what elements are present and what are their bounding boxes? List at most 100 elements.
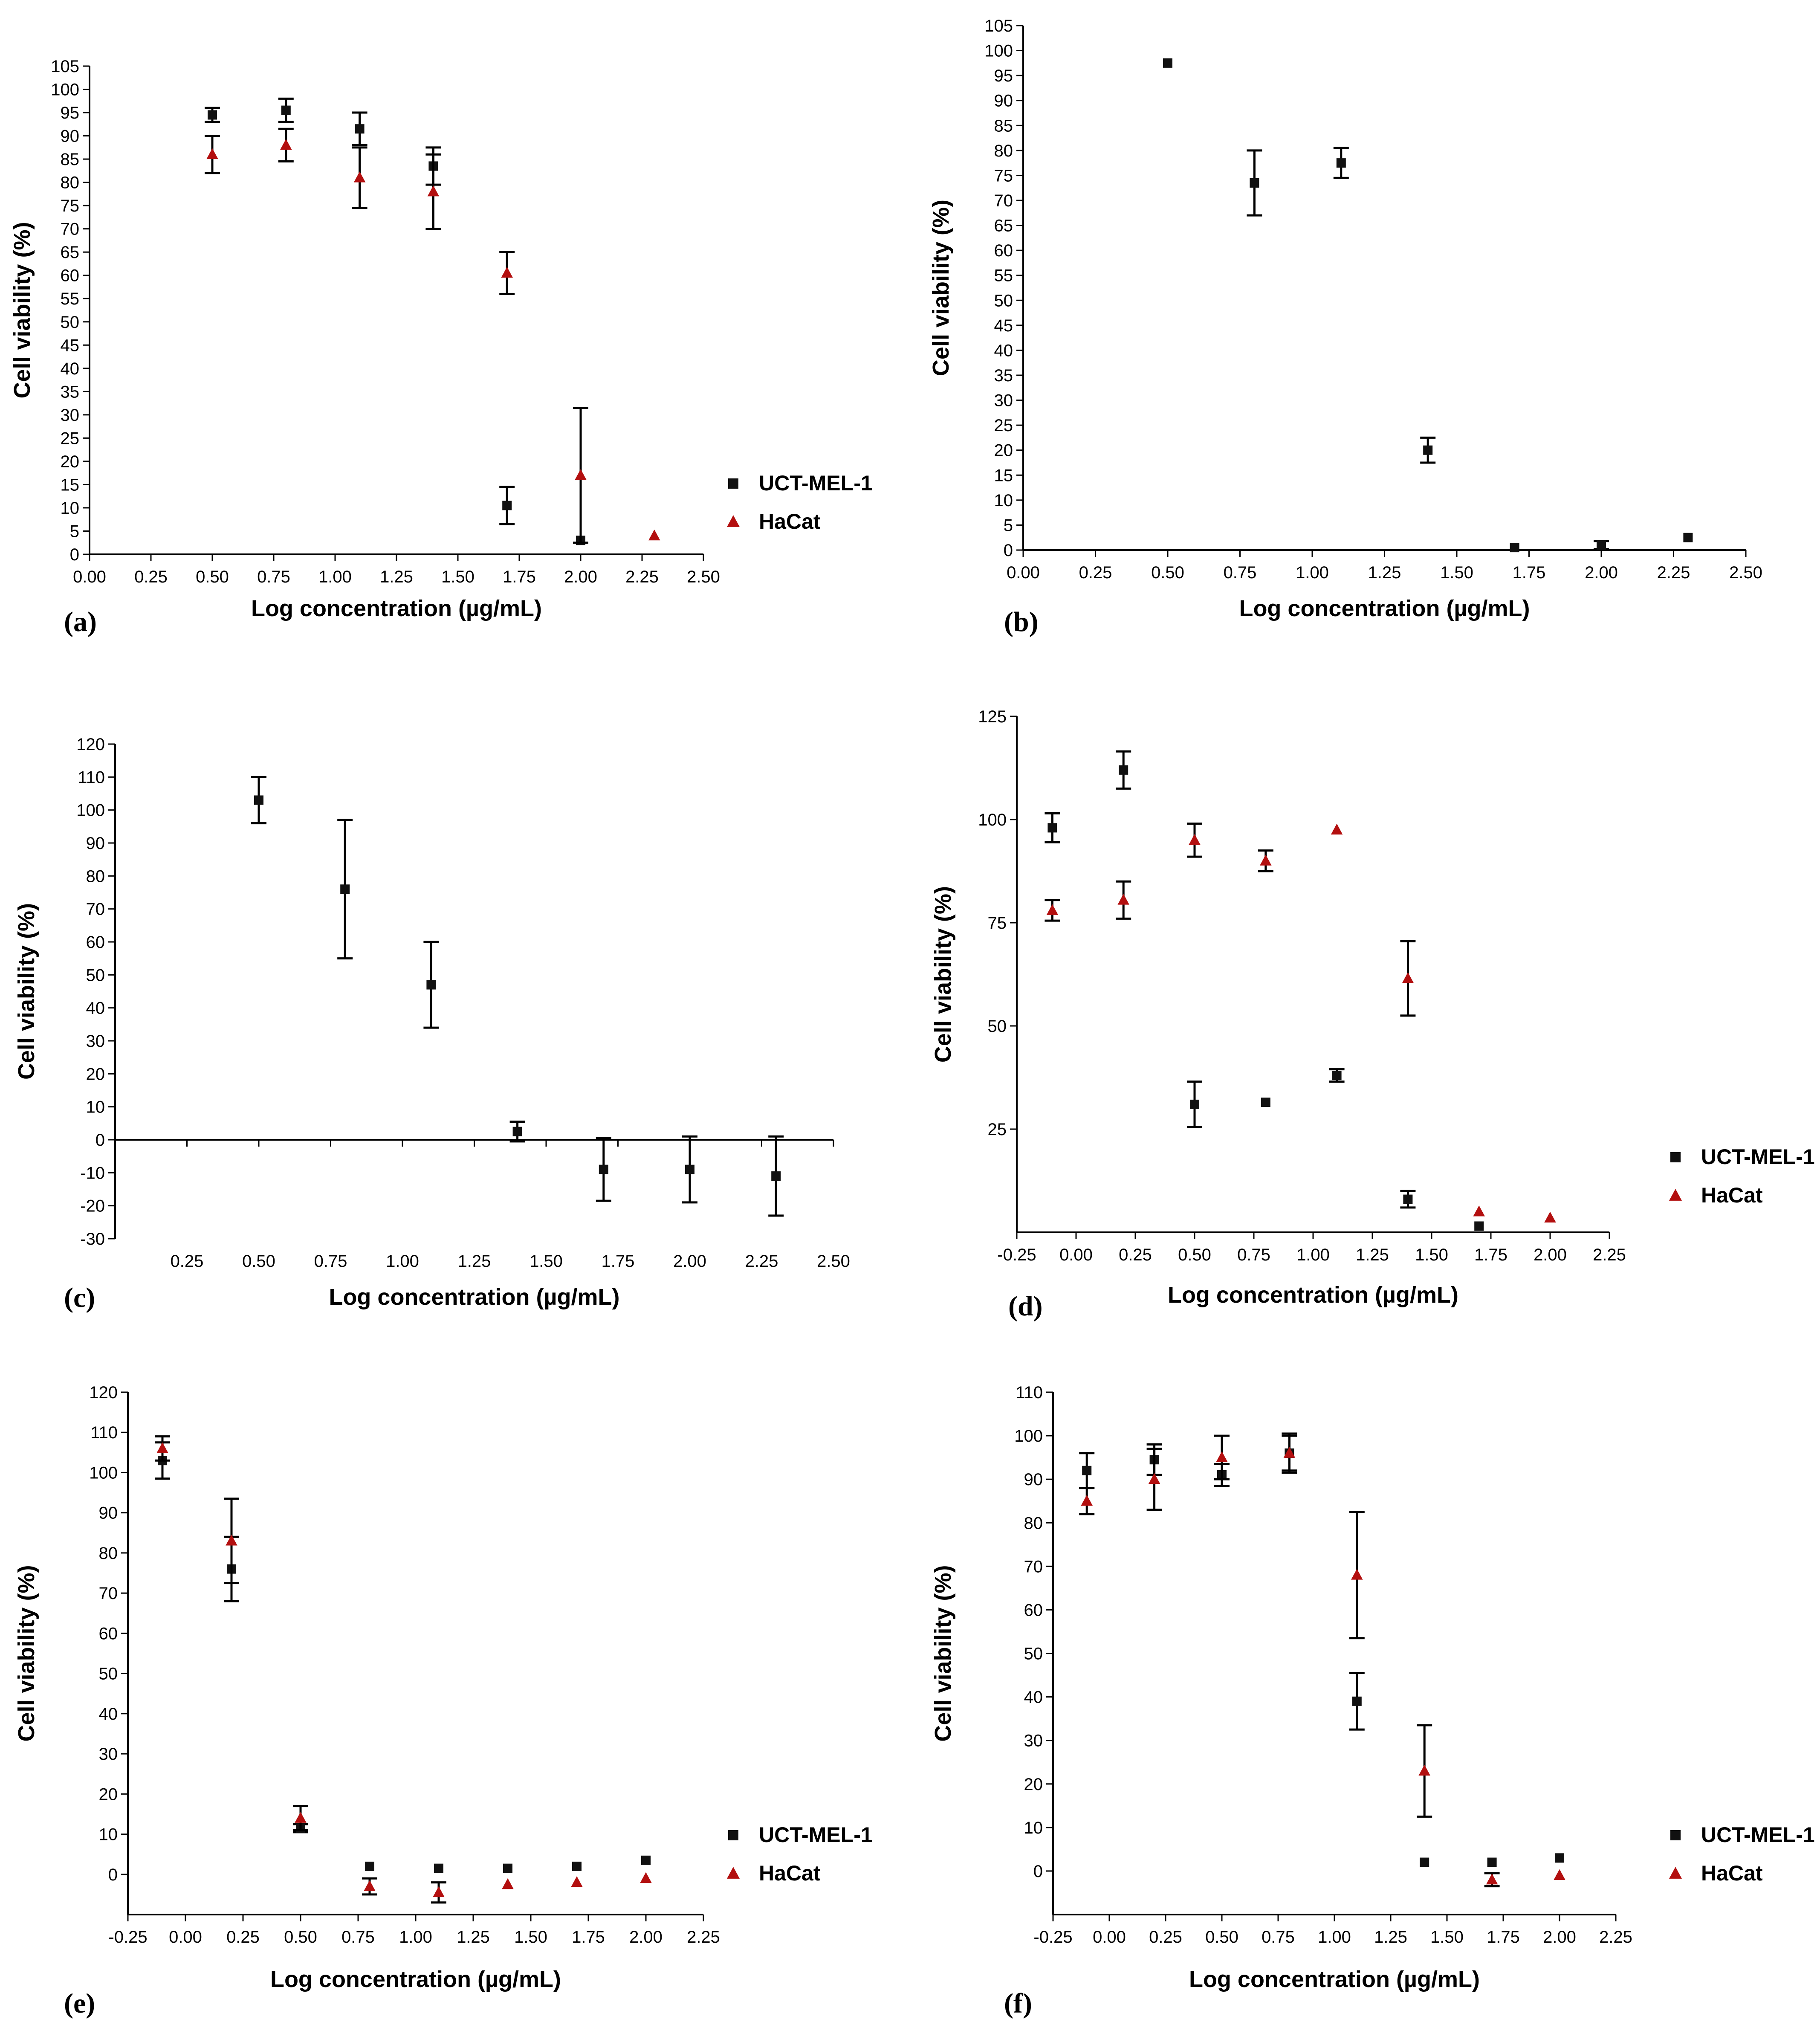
series-uct-mel-1 xyxy=(1079,1434,1564,1867)
x-tick-label: 0.25 xyxy=(134,568,168,586)
x-tick-label: 1.00 xyxy=(1318,1928,1351,1947)
data-point-triangle xyxy=(1351,1569,1363,1580)
x-tick-label: 0.00 xyxy=(1007,563,1040,582)
x-tick-label: 2.50 xyxy=(817,1252,850,1271)
y-tick-label: 55 xyxy=(61,290,80,308)
y-tick-label: 5 xyxy=(1004,516,1013,535)
x-tick-label: 2.25 xyxy=(687,1928,720,1947)
data-point-triangle xyxy=(1402,972,1414,983)
x-tick-label: 2.25 xyxy=(1593,1246,1626,1264)
y-tick-label: 60 xyxy=(86,933,105,952)
panel-label: (d) xyxy=(1008,1291,1043,1322)
y-tick-label: 40 xyxy=(99,1705,118,1724)
y-tick-label: 70 xyxy=(99,1584,118,1603)
data-point-triangle xyxy=(1216,1451,1228,1463)
x-tick-label: 1.00 xyxy=(399,1928,432,1947)
data-point-triangle xyxy=(433,1886,445,1897)
y-tick-label: 40 xyxy=(1024,1688,1043,1707)
data-point-square xyxy=(771,1171,781,1181)
data-point-square xyxy=(365,1861,374,1871)
y-axis-title: Cell viability (%) xyxy=(928,200,954,376)
data-point-square xyxy=(1420,1857,1429,1867)
x-tick-label: 0.50 xyxy=(1205,1928,1238,1947)
x-tick-label: 0.25 xyxy=(1149,1928,1182,1947)
data-point-square xyxy=(641,1855,651,1865)
x-tick-label: 0.50 xyxy=(284,1928,317,1947)
data-point-triangle xyxy=(364,1880,376,1891)
y-axis-title: Cell viability (%) xyxy=(14,903,39,1080)
y-tick-label: 120 xyxy=(89,1383,118,1402)
y-tick-label: 120 xyxy=(76,735,105,754)
data-point-square xyxy=(502,501,512,510)
x-tick-label: 2.25 xyxy=(745,1252,778,1271)
data-point-square xyxy=(1555,1853,1564,1863)
x-tick-label: 1.25 xyxy=(1368,563,1401,582)
data-point-square xyxy=(254,795,263,805)
y-tick-label: 65 xyxy=(994,217,1013,235)
x-tick-label: 0.75 xyxy=(1224,563,1257,582)
y-tick-label: 15 xyxy=(994,466,1013,485)
x-tick-label: -0.25 xyxy=(108,1928,147,1947)
data-point-triangle xyxy=(1117,894,1129,905)
y-tick-label: 25 xyxy=(994,416,1013,435)
data-point-square xyxy=(1332,1071,1342,1081)
legend-label: HaCat xyxy=(1701,1183,1763,1207)
x-tick-label: 2.00 xyxy=(629,1928,663,1947)
y-tick-label: 75 xyxy=(994,166,1013,185)
y-tick-label: 60 xyxy=(99,1624,118,1643)
legend: UCT-MEL-1 HaCat xyxy=(1669,1823,1815,1885)
x-tick-label: 1.25 xyxy=(1356,1246,1389,1264)
x-tick-label: 0.25 xyxy=(1119,1246,1152,1264)
y-tick-label: 50 xyxy=(86,966,105,985)
data-point-square xyxy=(1336,158,1346,168)
x-tick-label: 0.75 xyxy=(1262,1928,1295,1947)
y-tick-label: 125 xyxy=(978,707,1007,726)
y-tick-label: 25 xyxy=(61,429,80,448)
x-tick-label: 1.25 xyxy=(1374,1928,1407,1947)
x-tick-label: 0.75 xyxy=(1237,1246,1270,1264)
y-tick-label: 100 xyxy=(984,42,1013,61)
y-tick-label: 25 xyxy=(988,1120,1007,1139)
data-point-square xyxy=(1510,543,1519,553)
data-point-square xyxy=(208,110,217,120)
legend-label: HaCat xyxy=(759,1861,821,1885)
legend: UCT-MEL-1 HaCat xyxy=(727,1823,873,1885)
panel-label: (c) xyxy=(64,1282,95,1313)
x-tick-label: 1.00 xyxy=(386,1252,419,1271)
y-tick-label: 20 xyxy=(994,441,1013,460)
data-point-triangle xyxy=(226,1535,237,1546)
data-point-square xyxy=(599,1165,608,1174)
y-tick-label: -20 xyxy=(80,1197,105,1216)
y-tick-label: 70 xyxy=(86,900,105,919)
data-point-triangle xyxy=(1189,834,1201,845)
data-point-square xyxy=(1352,1696,1362,1706)
data-point-square xyxy=(512,1127,522,1136)
y-tick-label: 80 xyxy=(99,1544,118,1563)
data-point-triangle xyxy=(727,1867,740,1879)
y-tick-label: 0 xyxy=(1004,541,1013,560)
data-point-square xyxy=(1261,1098,1270,1107)
data-point-triangle xyxy=(1554,1869,1565,1880)
x-tick-label: 2.00 xyxy=(564,568,597,586)
y-axis-title: Cell viability (%) xyxy=(14,1565,39,1741)
x-tick-label: 2.50 xyxy=(1729,563,1762,582)
y-tick-label: 0 xyxy=(70,545,79,564)
x-tick-label: 1.25 xyxy=(380,568,413,586)
y-tick-label: 90 xyxy=(1024,1470,1043,1489)
data-point-square xyxy=(1683,533,1693,542)
data-point-triangle xyxy=(501,267,513,278)
x-tick-label: 1.75 xyxy=(503,568,536,586)
y-tick-label: 90 xyxy=(61,127,80,146)
y-tick-label: 35 xyxy=(61,382,80,401)
y-tick-label: 5 xyxy=(70,522,79,541)
series-hacat xyxy=(1045,823,1556,1223)
x-tick-label: 1.75 xyxy=(572,1928,605,1947)
x-tick-label: 0.00 xyxy=(1093,1928,1126,1947)
series-uct-mel-1 xyxy=(205,97,585,545)
y-tick-label: 75 xyxy=(988,914,1007,933)
chart-panel-a: 0 5 10 15 20 25 30 35 40 45 50 55 60 65 70 75 80 85 90 95 10… xyxy=(9,57,873,637)
legend-label: HaCat xyxy=(759,510,821,533)
data-point-square xyxy=(355,124,365,134)
data-point-triangle xyxy=(727,515,740,527)
